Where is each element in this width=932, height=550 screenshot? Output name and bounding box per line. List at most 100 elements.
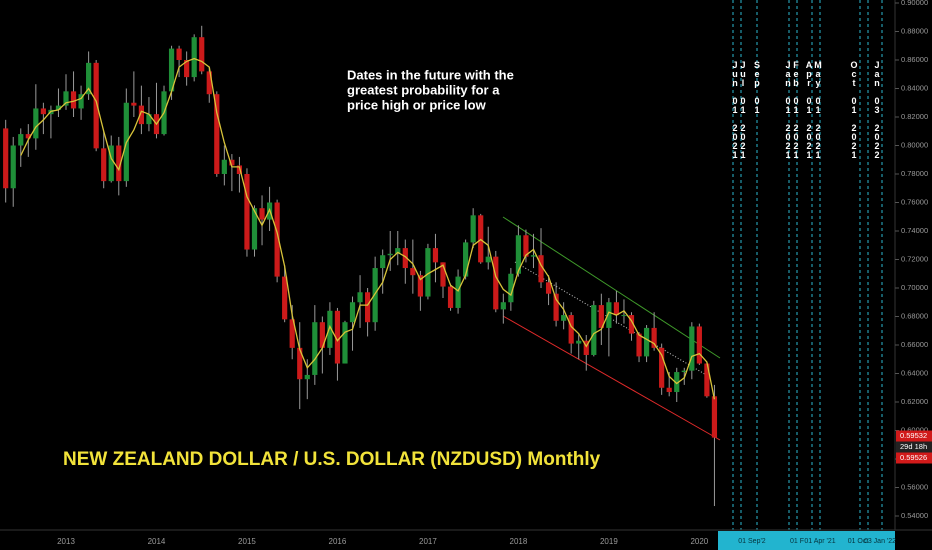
y-tick-label: 0.86000 xyxy=(901,55,928,64)
candle-body xyxy=(561,315,567,321)
upper-trendline xyxy=(502,216,721,359)
y-tick-label: 0.82000 xyxy=(901,112,928,121)
future-date-label: Jan 03 2022 xyxy=(872,60,882,159)
candle-body xyxy=(463,242,469,277)
candle-body xyxy=(108,145,114,182)
candle-body xyxy=(93,62,99,149)
x-tick-label: 2017 xyxy=(419,537,437,546)
future-axis-label: 01 F xyxy=(790,538,804,545)
candle-body xyxy=(598,305,604,328)
y-tick-label: 0.74000 xyxy=(901,226,928,235)
y-tick-label: 0.72000 xyxy=(901,254,928,263)
candle-body xyxy=(274,202,280,277)
candle-body xyxy=(10,145,16,189)
annotation: Dates in the future with the xyxy=(347,67,514,82)
candle-body xyxy=(282,276,288,320)
candle-body xyxy=(493,256,499,310)
candle-body xyxy=(689,326,695,371)
candle-body xyxy=(349,302,356,323)
candle-body xyxy=(432,248,439,263)
candle-body xyxy=(395,248,401,254)
y-tick-label: 0.84000 xyxy=(901,83,928,92)
candle-body xyxy=(651,327,657,348)
candle-body xyxy=(440,262,446,287)
candle-body xyxy=(327,310,333,348)
candle-body xyxy=(621,315,627,317)
candle-body xyxy=(319,322,325,348)
price-tag xyxy=(896,430,932,442)
candle-body xyxy=(221,159,227,174)
candle-body xyxy=(417,275,423,297)
candle-body xyxy=(508,273,514,303)
future-date-label: Oct 01 2021 xyxy=(849,60,859,159)
candle-body xyxy=(191,37,197,78)
candle-body xyxy=(168,48,175,92)
candle-body xyxy=(636,333,642,357)
candle-body xyxy=(236,165,243,174)
candle-body xyxy=(342,322,348,364)
future-date-label: Jun 01 2021 xyxy=(730,60,740,159)
future-date-label: Jul 01 2021 xyxy=(738,60,748,159)
price-tag-label: 29d 18h xyxy=(900,442,927,451)
candle-body xyxy=(116,145,122,182)
candle-body xyxy=(515,235,521,274)
candle-body xyxy=(628,315,635,334)
x-tick-label: 2013 xyxy=(57,537,75,546)
candle-body xyxy=(470,215,476,243)
future-axis-label: 01 Oct xyxy=(848,538,869,545)
future-date-label: May 01 2021 xyxy=(813,60,823,159)
candle-body xyxy=(372,268,378,323)
candle-body xyxy=(214,94,220,174)
y-tick-label: 0.54000 xyxy=(901,511,928,520)
candle-body xyxy=(643,327,650,357)
candle-body xyxy=(334,310,341,364)
y-tick-label: 0.68000 xyxy=(901,311,928,320)
candle-body xyxy=(711,396,718,438)
future-axis-label: 01 Apr '21 xyxy=(804,538,835,545)
candle-body xyxy=(86,62,92,95)
lower-trendline xyxy=(502,315,721,441)
y-tick-label: 0.78000 xyxy=(901,169,928,178)
y-tick-label: 0.66000 xyxy=(901,340,928,349)
candle-body xyxy=(704,363,710,397)
candle-body xyxy=(387,253,393,256)
future-date-label: Sep 01 xyxy=(752,60,762,114)
candle-body xyxy=(613,302,620,316)
x-tick-label: 2014 xyxy=(148,537,166,546)
mid-trendline xyxy=(514,261,709,377)
candle-body xyxy=(530,255,537,257)
future-date-label: Apr 01 2021 xyxy=(804,60,814,159)
candle-body xyxy=(553,293,559,321)
candle-body xyxy=(63,91,69,106)
chart-title: NEW ZEALAND DOLLAR / U.S. DOLLAR (NZDUSD… xyxy=(63,449,601,470)
x-tick-label: 2016 xyxy=(329,537,347,546)
candle-body xyxy=(70,91,77,109)
candle-body xyxy=(55,105,62,110)
price-tag xyxy=(896,441,932,453)
candle-body xyxy=(18,134,24,146)
candle-body xyxy=(606,302,612,328)
candle-body xyxy=(206,71,212,95)
candle-body xyxy=(131,102,137,106)
candle-body xyxy=(591,305,597,355)
candle-body xyxy=(289,319,295,348)
price-tag-label: 0.59532 xyxy=(900,431,927,440)
annotation: price high or price low xyxy=(347,97,487,112)
future-date-label: Feb 01 2021 xyxy=(791,60,801,159)
y-tick-label: 0.70000 xyxy=(901,283,928,292)
y-tick-label: 0.62000 xyxy=(901,397,928,406)
annotation: greatest probability for a xyxy=(347,82,500,97)
y-tick-label: 0.90000 xyxy=(901,0,928,7)
y-tick-label: 0.76000 xyxy=(901,197,928,206)
candle-body xyxy=(33,108,39,139)
candle-body xyxy=(583,340,589,355)
candle-body xyxy=(199,37,205,72)
candle-body xyxy=(568,315,574,344)
y-tick-label: 0.80000 xyxy=(901,140,928,149)
y-tick-label: 0.64000 xyxy=(901,368,928,377)
moving-average-line xyxy=(20,57,716,400)
candle-body xyxy=(696,326,702,364)
candle-body xyxy=(184,60,190,78)
candle-body xyxy=(297,347,303,380)
